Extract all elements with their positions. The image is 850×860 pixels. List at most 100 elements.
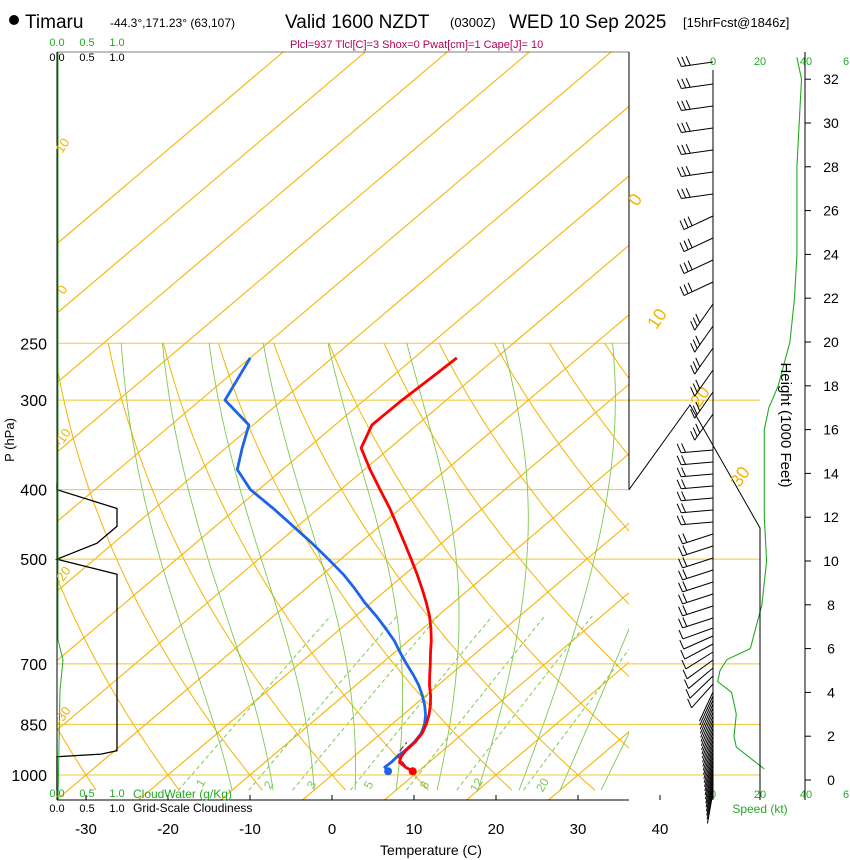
wind-barb-feather — [676, 145, 682, 155]
wind-barb-feather — [690, 431, 696, 441]
surface-temperature-marker — [408, 767, 417, 776]
wind-barb-feather — [678, 558, 684, 569]
grid-clip — [0, 52, 629, 800]
wind-barb — [676, 503, 714, 514]
speed-axis-top-tick: 6 — [843, 56, 849, 68]
forecast-run: [15hrFcst@1846z] — [683, 15, 789, 30]
height-axis-title: Height (1000 Feet) — [777, 362, 794, 487]
wind-barb-feather — [682, 569, 688, 579]
location-bullet-icon — [9, 15, 19, 25]
isotherm-line — [138, 383, 629, 800]
wind-barb-feather — [692, 427, 698, 437]
wind-barb-feather — [681, 144, 687, 155]
wind-barb — [700, 707, 714, 738]
wind-barb-staff — [682, 581, 714, 593]
wind-barb-feather — [695, 335, 701, 346]
wind-barb — [676, 479, 714, 490]
wind-barb-feather — [679, 639, 685, 650]
cloud-axis-top-tick: 1.0 — [109, 37, 124, 49]
isotherm-line — [57, 52, 612, 523]
wind-barb-staff — [683, 237, 714, 252]
cloudwater-axis-title: CloudWater (g/Kg) — [133, 787, 232, 801]
cloud-axis-bottom-tick: 0.0 — [49, 803, 64, 815]
x-tick-label: -10 — [239, 821, 261, 838]
wind-barb — [682, 659, 714, 680]
wind-barb-feather — [685, 188, 691, 198]
wind-barb — [678, 533, 714, 545]
wind-barb-feather — [678, 546, 684, 557]
wind-barb-staff — [694, 303, 714, 331]
wind-barb-feather — [681, 515, 687, 525]
x-tick-label: 20 — [488, 821, 505, 838]
wind-barb-staff — [681, 149, 714, 155]
wind-barb-feather — [682, 557, 688, 567]
dry-adiabat-line — [383, 343, 629, 678]
wind-barb-feather — [676, 455, 682, 465]
wind-barb-staff — [683, 259, 714, 274]
wind-barb-feather — [678, 606, 684, 617]
wind-barb — [704, 759, 714, 792]
wind-barb-staff — [689, 675, 714, 699]
grid-clip-wide — [57, 399, 760, 776]
wind-barb-staff — [704, 763, 714, 796]
wind-barb-feather — [676, 189, 682, 199]
wind-barb-staff — [681, 497, 714, 502]
moist-adiabat-line — [208, 343, 315, 791]
x-tick-label: -30 — [75, 821, 97, 838]
wind-barb-feather — [676, 515, 682, 525]
wind-barb-feather — [676, 101, 682, 111]
wind-barb-feather — [678, 582, 684, 593]
wind-barb-feather — [678, 570, 684, 581]
speed-axis-bottom-tick: 20 — [754, 789, 766, 801]
wind-barb-feather — [683, 218, 689, 228]
wind-barb — [706, 787, 714, 820]
wind-barb-feather — [685, 144, 691, 154]
cloud-axis-bottom-tick: 1.0 — [109, 803, 124, 815]
wind-barb-staff — [681, 449, 714, 454]
wind-barb-staff — [701, 719, 714, 751]
wind-barb — [700, 715, 714, 746]
wind-barb-staff — [682, 533, 714, 545]
wind-barb-staff — [682, 617, 714, 629]
wind-barb-feather — [682, 533, 688, 543]
wind-barb-feather — [678, 534, 684, 545]
wind-barb — [676, 144, 714, 155]
dry-adiabat-line — [0, 343, 13, 790]
location-name: Timaru — [25, 12, 83, 33]
wind-barb-staff — [688, 667, 714, 689]
wind-barb-feather — [679, 220, 685, 230]
cloud-axis-top-tick: 0.0 — [49, 52, 64, 64]
chart-grid — [0, 52, 760, 800]
wind-barb-feather — [678, 594, 684, 605]
wind-barb-feather — [687, 238, 693, 248]
wind-barb-feather — [676, 123, 682, 133]
wind-barb-staff — [681, 509, 714, 514]
dry-adiabat-line — [218, 343, 513, 791]
wind-barb-staff — [699, 691, 714, 722]
wind-barb — [678, 617, 714, 629]
wind-barb-feather — [695, 313, 701, 324]
isotherm-label: 10 — [52, 135, 73, 155]
pressure-tick-label: 500 — [20, 552, 47, 569]
wind-barb-staff — [684, 643, 714, 660]
isotherm-line — [302, 522, 629, 800]
wind-barb-staff — [703, 747, 714, 779]
wind-barb-feather — [681, 122, 687, 133]
isotherm-line — [57, 52, 530, 453]
height-tick-label: 10 — [823, 553, 839, 569]
wind-barb-staff — [683, 635, 714, 650]
dry-adiabat-line — [107, 343, 346, 791]
cloud-water-line — [57, 52, 64, 801]
location-coords: -44.3°,171.23° (63,107) — [110, 16, 235, 30]
mixing-ratio-line — [248, 615, 398, 791]
cloud-axis-bottom-tick: 1.0 — [109, 788, 124, 800]
x-tick-label: 10 — [406, 821, 423, 838]
height-tick-label: 28 — [823, 159, 839, 175]
wind-barb-feather — [681, 188, 687, 199]
wind-barb-feather — [682, 669, 688, 680]
moist-adiabat-line — [477, 343, 529, 791]
wind-barb-feather — [692, 361, 698, 371]
mixing-ratio-line — [178, 615, 332, 791]
mixing-ratio-line — [292, 615, 439, 791]
wind-barb-feather — [685, 78, 691, 88]
